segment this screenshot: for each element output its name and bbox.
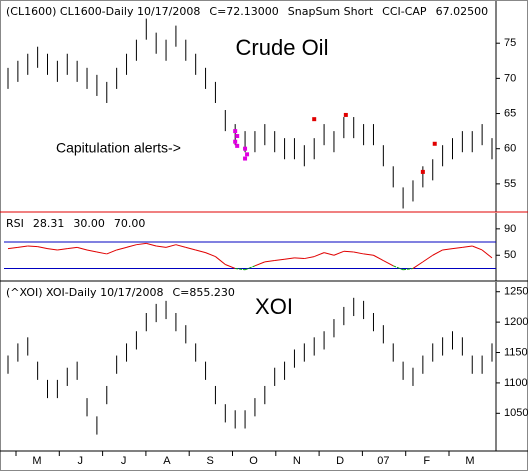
rsi-segment — [17, 245, 28, 248]
y-tick-label: 65 — [504, 107, 516, 119]
rsi-segment — [304, 256, 315, 260]
y-tick-label: 75 — [504, 37, 516, 49]
rsi-segment — [175, 244, 186, 248]
alert-marker — [235, 134, 240, 139]
y-tick-label: 60 — [504, 143, 516, 155]
y-tick-label: 90 — [504, 223, 516, 235]
rsi-segment — [244, 265, 256, 271]
header-text: 70.00 — [114, 217, 146, 230]
rsi-segment — [7, 246, 18, 250]
x-tick-label: A — [163, 455, 171, 467]
alert-marker — [243, 146, 248, 151]
x-tick-label: F — [423, 455, 430, 467]
y-tick-label: 1250 — [504, 286, 528, 298]
rsi-segment — [274, 258, 285, 262]
rsi-segment — [254, 261, 266, 267]
y-tick-label: 55 — [504, 178, 516, 190]
rsi-segment — [146, 242, 157, 247]
rsi-segment — [67, 246, 78, 250]
rsi-segment — [403, 267, 414, 271]
y-tick-label: 1050 — [504, 407, 528, 419]
rsi-segment — [27, 245, 38, 248]
rsi-segment — [393, 265, 404, 271]
rsi-segment — [353, 251, 364, 255]
header-text: 67.02500 — [436, 5, 489, 18]
rsi-segment — [462, 245, 473, 248]
alert-marker — [420, 169, 425, 174]
y-tick-label: 1100 — [504, 377, 528, 389]
rsi-segment — [373, 254, 384, 261]
rsi-segment — [452, 246, 463, 250]
rsi-segment — [333, 250, 345, 256]
alert-marker — [245, 152, 250, 157]
header-text: C=855.230 — [172, 286, 234, 299]
rsi-segment — [116, 246, 127, 251]
x-tick-label: J — [78, 455, 84, 467]
rsi-segment — [156, 245, 167, 248]
x-tick-label: M — [465, 455, 474, 467]
x-tick-label: M — [32, 455, 41, 467]
rsi-segment — [481, 249, 493, 259]
rsi-segment — [383, 260, 394, 267]
rsi-segment — [294, 257, 305, 260]
rsi-segment — [412, 261, 424, 269]
alert-marker — [343, 112, 348, 117]
rsi-segment — [442, 248, 453, 251]
panel-title: XOI — [255, 294, 293, 319]
alert-marker — [312, 117, 317, 122]
rsi-segment — [314, 252, 325, 258]
rsi-segment — [165, 244, 177, 248]
alert-marker — [233, 139, 238, 144]
x-tick-label: O — [249, 455, 258, 467]
rsi-segment — [77, 246, 88, 251]
rsi-segment — [185, 246, 196, 251]
header-text: CCI-CAP — [382, 5, 427, 18]
rsi-segment — [235, 267, 246, 271]
header-text: C=72.13000 — [209, 5, 278, 18]
rsi-segment — [284, 257, 295, 260]
panel-title: Crude Oil — [236, 35, 329, 60]
header-text: 28.31 — [33, 217, 65, 230]
alert-marker — [432, 141, 437, 146]
rsi-segment — [215, 256, 226, 265]
rsi-segment — [37, 246, 48, 250]
y-tick-label: 50 — [504, 249, 516, 261]
rsi-segment — [96, 251, 107, 255]
rsi-segment — [205, 252, 216, 258]
x-tick-label: N — [293, 455, 301, 467]
header-text: (^XOI) XOI-Daily 10/17/2008 — [6, 286, 163, 299]
alert-marker — [243, 156, 248, 161]
x-tick-label: 07 — [377, 455, 389, 467]
x-tick-label: J — [121, 455, 127, 467]
rsi-segment — [47, 248, 58, 251]
rsi-segment — [195, 249, 206, 254]
annotation: Capitulation alerts-> — [56, 140, 181, 156]
rsi-segment — [57, 248, 68, 251]
header-text: SnapSum Short — [288, 5, 374, 18]
x-tick-label: S — [207, 455, 214, 467]
rsi-segment — [343, 250, 354, 253]
rsi-segment — [225, 264, 236, 269]
rsi-segment — [126, 244, 137, 248]
rsi-segment — [363, 253, 374, 256]
y-tick-label: 1200 — [504, 316, 528, 328]
rsi-segment — [264, 260, 275, 263]
rsi-segment — [422, 254, 434, 263]
header-text: 30.00 — [73, 217, 105, 230]
header-text: RSI — [6, 217, 24, 230]
alert-marker — [233, 129, 238, 134]
rsi-segment — [472, 245, 483, 251]
y-tick-label: 70 — [504, 72, 516, 84]
rsi-segment — [323, 252, 335, 256]
rsi-segment — [136, 242, 147, 246]
header-text: (CL1600) CL1600-Daily 10/17/2008 — [6, 5, 200, 18]
rsi-segment — [106, 249, 117, 255]
alert-marker — [235, 143, 240, 148]
rsi-segment — [86, 249, 97, 253]
y-tick-label: 1150 — [504, 346, 528, 358]
rsi-segment — [432, 249, 443, 256]
x-tick-label: D — [336, 455, 344, 467]
